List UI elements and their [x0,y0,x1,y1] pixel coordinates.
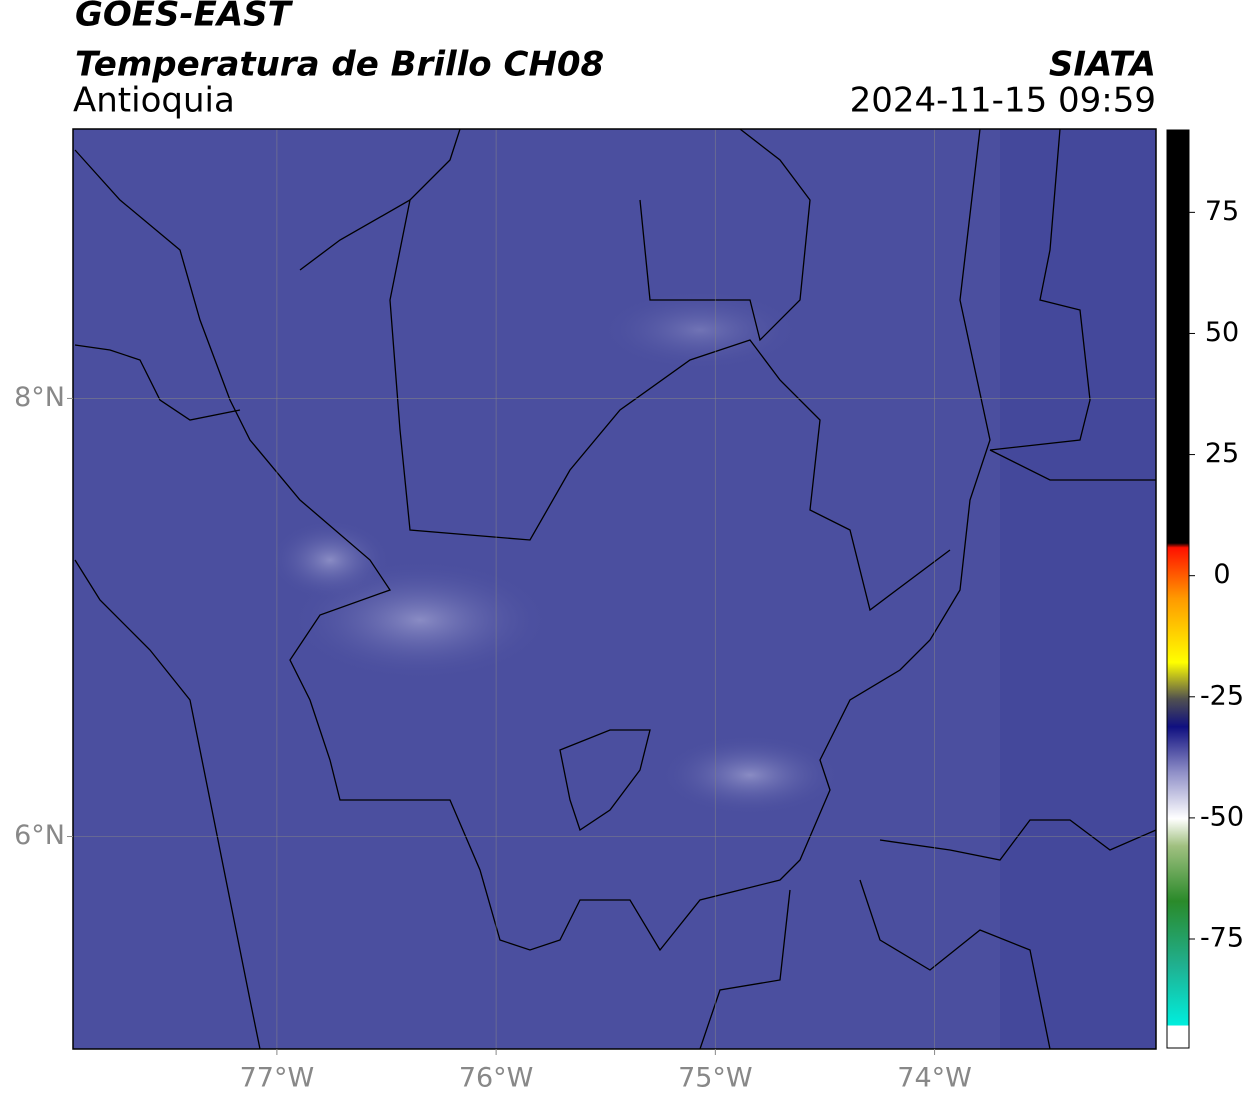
source: SIATA [1049,45,1156,85]
datetime: 2024-11-15 09:59 [850,81,1156,121]
colorbar-tick-label: -75 [1200,923,1244,954]
map-frame [72,128,1157,1050]
satellite: GOES-EAST [75,0,294,35]
colorbar [1166,129,1190,1049]
colorbar-tick-label: -25 [1200,680,1244,711]
x-tick-label: 77°W [240,1063,315,1094]
map-image [73,129,1156,1049]
x-tick-label: 74°W [897,1063,972,1094]
graticule [73,129,1156,1049]
x-tick-label: 75°W [678,1063,753,1094]
y-tick-label: 6°N [14,820,65,851]
colorbar-tick-label: 75 [1205,196,1239,227]
x-tick-label: 76°W [459,1063,534,1094]
colorbar-tick-label: -50 [1200,801,1244,832]
product: Temperatura de Brillo CH08 [75,45,604,85]
region: Antioquia [73,81,235,121]
colorbar-tick-label: 0 [1213,559,1230,590]
colorbar-tick-label: 25 [1205,438,1239,469]
colorbar-tick-label: 50 [1205,317,1239,348]
y-tick-label: 8°N [14,382,65,413]
